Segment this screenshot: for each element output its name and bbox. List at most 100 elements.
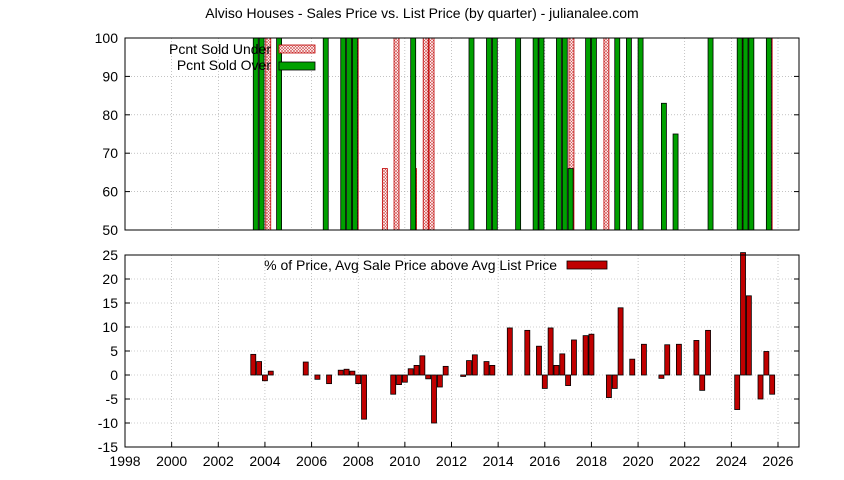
bar-over <box>340 37 347 231</box>
bar-over <box>532 37 539 231</box>
x-tick-label: 2010 <box>389 453 420 469</box>
bar-over <box>515 37 522 231</box>
bar-diff <box>489 364 496 376</box>
y-tick-label: 20 <box>102 271 118 287</box>
chart-title: Alviso Houses - Sales Price vs. List Pri… <box>205 5 638 21</box>
bar-diff <box>343 368 350 376</box>
y-tick-label: 70 <box>102 145 118 161</box>
bar-diff <box>460 374 467 377</box>
x-tick-label: 1998 <box>109 453 140 469</box>
bar-diff <box>506 327 513 376</box>
bar-over <box>538 37 545 231</box>
x-tick-label: 2000 <box>156 453 187 469</box>
bar-over <box>661 102 667 231</box>
bar-diff <box>745 295 752 376</box>
bar-diff <box>658 374 665 379</box>
bar-over <box>637 37 644 231</box>
bar-under <box>428 37 435 231</box>
bar-diff <box>361 374 367 420</box>
bar-diff <box>431 374 437 424</box>
bar-diff <box>442 365 449 376</box>
bar-over <box>410 37 417 231</box>
bar-diff <box>349 370 356 376</box>
bar-diff <box>571 339 577 376</box>
x-tick-label: 2016 <box>529 453 560 469</box>
bar-diff <box>396 374 402 386</box>
bar-diff <box>769 374 776 395</box>
bar-over <box>585 37 592 231</box>
bar-diff <box>553 364 560 376</box>
x-tick-label: 2004 <box>249 453 280 469</box>
y-tick-label: 5 <box>110 343 118 359</box>
bar-diff <box>611 374 618 389</box>
bar-diff <box>407 368 414 376</box>
top-panel-y-ticks: 50 60 70 80 90 100 <box>95 30 799 238</box>
x-tick-label: 2002 <box>203 453 234 469</box>
bar-diff <box>483 361 490 376</box>
bar-diff <box>436 374 443 388</box>
y-tick-label: 100 <box>95 30 119 46</box>
bar-diff <box>262 374 268 382</box>
bar-over <box>468 37 475 231</box>
bar-diff <box>559 353 566 376</box>
bar-diff <box>740 252 746 376</box>
y-tick-label: 0 <box>110 367 118 383</box>
y-tick-label: 80 <box>102 107 118 123</box>
bar-diff <box>302 361 309 376</box>
bar-diff <box>326 374 332 385</box>
bar-diff <box>547 327 554 376</box>
x-tick-label: 2018 <box>576 453 607 469</box>
bar-diff <box>401 374 408 383</box>
bottom-panel-y-ticks: -15 -10 -5 0 5 10 15 20 25 <box>98 247 799 455</box>
bar-over <box>491 37 498 231</box>
bar-diff <box>466 360 472 376</box>
legend-label-diff: % of Price, Avg Sale Price above Avg Lis… <box>264 257 557 273</box>
bar-under <box>381 168 388 231</box>
bar-diff <box>763 351 770 376</box>
bottom-panel-x-ticks: 1998 2000 2002 2004 2006 2008 2010 2012 2014 2016… <box>109 442 794 469</box>
bar-diff <box>588 333 595 376</box>
legend-swatch-diff <box>566 260 608 270</box>
bar-over <box>736 37 743 231</box>
bottom-panel-frame <box>124 254 800 448</box>
bar-diff <box>565 374 572 386</box>
x-tick-label: 2006 <box>296 453 327 469</box>
legend-label-over: Pcnt Sold Over <box>177 57 271 73</box>
bar-diff <box>641 343 647 376</box>
bar-diff <box>541 374 548 389</box>
y-tick-label: 50 <box>102 222 118 238</box>
y-tick-label: 60 <box>102 184 118 200</box>
y-tick-label: -10 <box>98 415 118 431</box>
bar-over <box>765 37 772 231</box>
bar-under <box>422 37 429 231</box>
y-tick-label: 90 <box>102 68 118 84</box>
bar-diff <box>582 335 589 376</box>
bar-over <box>707 37 714 231</box>
bar-diff <box>664 344 671 376</box>
bar-over <box>556 37 562 231</box>
bar-over <box>614 37 621 231</box>
x-tick-label: 2026 <box>762 453 793 469</box>
x-tick-label: 2024 <box>716 453 747 469</box>
bar-diff <box>536 345 542 376</box>
bottom-legend: % of Price, Avg Sale Price above Avg Lis… <box>264 257 608 273</box>
bar-diff <box>390 374 397 395</box>
bar-over <box>561 37 568 231</box>
bottom-panel-bars <box>250 252 776 424</box>
bar-diff <box>629 358 636 376</box>
bar-diff <box>425 374 432 380</box>
x-tick-label: 2008 <box>343 453 374 469</box>
bar-diff <box>355 374 362 385</box>
x-tick-label: 2012 <box>436 453 467 469</box>
y-tick-label: 15 <box>102 295 118 311</box>
bar-under <box>603 37 610 231</box>
bar-diff <box>267 370 274 376</box>
top-legend: Pcnt Sold Under Pcnt Sold Over <box>169 41 316 73</box>
bar-diff <box>314 374 321 380</box>
bar-diff <box>734 374 741 410</box>
bar-over <box>322 37 329 231</box>
legend-swatch-under <box>278 44 316 54</box>
bar-over <box>567 168 574 231</box>
bar-diff <box>606 374 612 398</box>
